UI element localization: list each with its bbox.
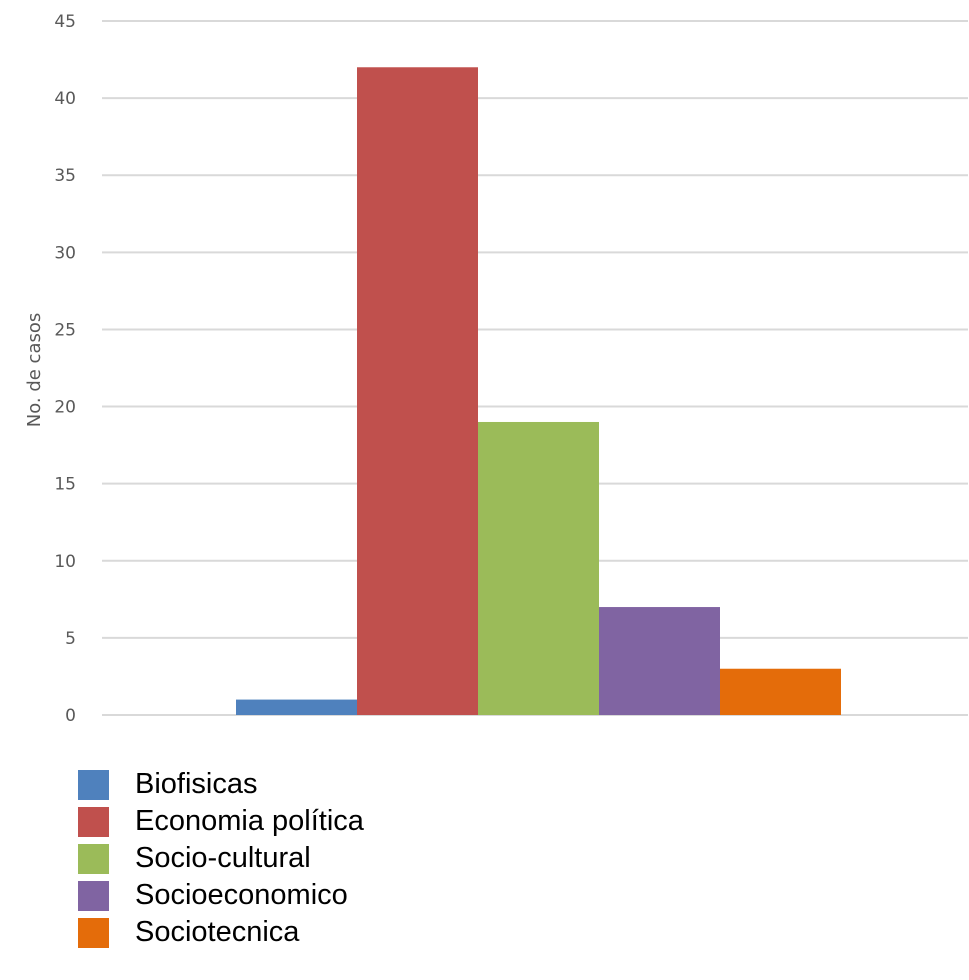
y-tick-label: 10 [54,552,76,572]
legend-label: Economia política [135,805,364,837]
legend-item: Biofisicas [78,766,364,803]
y-tick-label: 45 [54,12,76,32]
y-tick-label: 15 [54,475,76,495]
y-tick-label: 35 [54,166,76,186]
y-tick-label: 40 [54,89,76,109]
legend-label: Socio-cultural [135,842,311,874]
legend-swatch [78,917,109,948]
legend-swatch [78,880,109,911]
legend-label: Sociotecnica [135,916,300,948]
y-tick-label: 5 [65,629,76,649]
legend-swatch [78,769,109,800]
legend: Biofisicas Economia política Socio-cultura… [78,766,364,951]
bar-socioeconomico [599,607,720,715]
legend-label: Socioeconomico [135,879,348,911]
y-tick-label: 30 [54,243,76,263]
y-axis-ticks: 0 5 10 15 20 25 30 35 40 45 [54,12,76,726]
legend-label: Biofisicas [135,768,258,800]
legend-swatch [78,843,109,874]
legend-item: Economia política [78,803,364,840]
legend-item: Sociotecnica [78,914,364,951]
legend-item: Socioeconomico [78,877,364,914]
y-tick-label: 20 [54,398,76,418]
bar-chart: 0 5 10 15 20 25 30 35 40 45 No. de casos [24,12,968,726]
y-tick-label: 0 [65,706,76,726]
y-axis-label: No. de casos [24,313,45,428]
bar-socio-cultural [478,421,599,715]
y-tick-label: 25 [54,320,76,340]
bar-biofisicas [236,699,357,715]
legend-swatch [78,806,109,837]
bars [236,67,841,716]
gridlines [102,20,968,716]
bar-economia-pol-tica [357,67,478,716]
bar-sociotecnica [720,668,841,715]
legend-item: Socio-cultural [78,840,364,877]
